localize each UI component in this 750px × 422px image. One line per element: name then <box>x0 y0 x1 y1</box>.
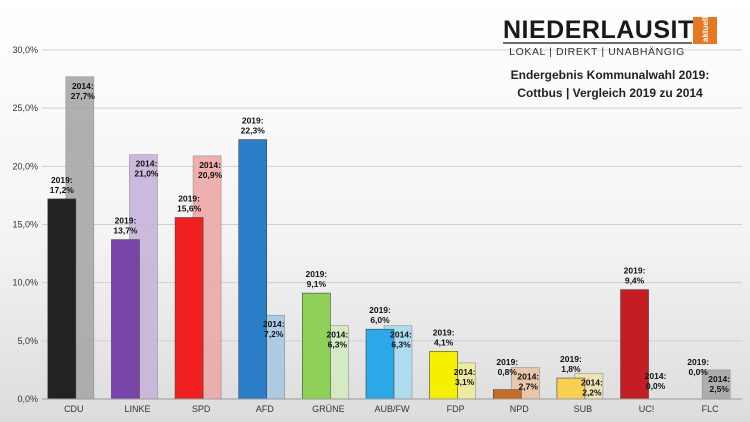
bar-2019-aub-fw <box>365 328 395 400</box>
bar-2014-flc <box>701 369 731 400</box>
axis-layer: 0,0% 5,0% 10,0% 15,0% 20,0% 25,0% 30,0% CDU LINK… <box>12 45 742 414</box>
x-tick-label: CDU <box>64 404 84 414</box>
y-tick-label: 30,0% <box>12 45 38 55</box>
data-label-2019: 2019: 4,1% <box>433 327 455 347</box>
x-tick-label: FDP <box>447 404 465 414</box>
data-label-2014: 2014: 6,3% <box>390 330 412 350</box>
logo: NIEDERLAUSITZ aktuell LOKAL | DIREKT | U… <box>503 16 717 58</box>
chart-title: Endergebnis Kommunalwahl 2019: <box>511 68 710 82</box>
bar-2019-cdu <box>47 198 77 400</box>
data-label-2014: 2014: 21,0% <box>134 159 159 179</box>
data-label-2019: 2019: 0,8% <box>496 357 518 377</box>
data-label-2019: 2019: 0,0% <box>687 357 709 377</box>
logo-tag: aktuell <box>701 17 710 42</box>
logo-name: NIEDERLAUSITZ <box>503 16 710 44</box>
bar-2019-uc- <box>620 289 649 400</box>
data-label-2019: 2019: 9,4% <box>624 266 646 286</box>
data-label-2014: 2014: 7,2% <box>263 319 285 339</box>
x-tick-label: AFD <box>256 404 275 414</box>
logo-tagline: LOKAL | DIREKT | UNABHÄNGIG <box>509 46 685 58</box>
data-label-2014: 2014: 2,5% <box>708 374 730 394</box>
bar-layer <box>47 76 731 400</box>
y-tick-label: 0,0% <box>17 394 38 404</box>
data-label-2019: 2019: 17,2% <box>50 175 75 195</box>
x-tick-label: LINKE <box>124 404 150 414</box>
label-layer: 2019: 17,2% 2014: 27,7% 2019: 13,7% 2014: 21,0%… <box>50 81 730 398</box>
x-tick-label: GRÜNE <box>312 404 345 414</box>
bar-2019-linke <box>111 239 140 400</box>
x-tick-label: FLC <box>702 404 720 414</box>
chart-subtitle: Cottbus | Vergleich 2019 zu 2014 <box>517 86 703 100</box>
bar-2019-spd <box>174 217 204 400</box>
data-label-2014: 2014: 0,0% <box>645 371 667 391</box>
data-label-2019: 2019: 6,0% <box>369 305 391 325</box>
y-tick-label: 10,0% <box>12 278 38 288</box>
data-label-2014: 2014: 6,3% <box>326 330 348 350</box>
data-label-2019: 2019: 9,1% <box>305 269 327 289</box>
data-label-2019: 2019: 1,8% <box>560 354 582 374</box>
data-label-2014: 2014: 2,2% <box>581 377 603 397</box>
x-tick-label: NPD <box>510 404 530 414</box>
x-tick-label: UC! <box>639 404 655 414</box>
bar-2019-afd <box>238 139 268 400</box>
data-label-2019: 2019: 15,6% <box>177 194 202 214</box>
bar-2019-gr-ne <box>302 292 331 400</box>
data-label-2014: 2014: 2,7% <box>517 372 539 392</box>
data-label-2014: 2014: 20,9% <box>198 160 223 180</box>
data-label-2019: 2019: 13,7% <box>113 216 138 236</box>
y-tick-label: 20,0% <box>12 161 38 171</box>
data-label-2019: 2019: 22,3% <box>241 116 266 136</box>
logo-tag-background <box>693 17 717 44</box>
y-tick-label: 15,0% <box>12 220 38 230</box>
y-tick-label: 5,0% <box>17 336 38 346</box>
data-label-2014: 2014: 27,7% <box>71 81 96 101</box>
data-label-2014: 2014: 3,1% <box>454 367 476 387</box>
bar-2019-npd <box>492 389 522 400</box>
x-tick-label: SPD <box>192 404 211 414</box>
x-tick-label: SUB <box>574 404 593 414</box>
y-tick-label: 25,0% <box>12 103 38 113</box>
x-tick-label: AUB/FW <box>375 404 411 414</box>
